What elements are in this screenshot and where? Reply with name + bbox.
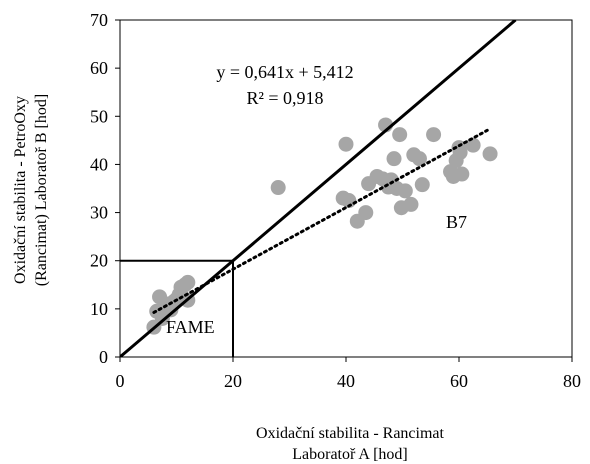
identity-line	[120, 20, 517, 357]
x-axis-ticks: 0 20 40 60 80	[116, 357, 581, 391]
y-tick-label: 50	[90, 106, 108, 126]
data-point	[392, 127, 408, 143]
data-point	[397, 183, 413, 199]
x-tick-label: 60	[450, 371, 468, 391]
x-tick-label: 20	[224, 371, 242, 391]
y-tick-label: 60	[90, 58, 108, 78]
data-point	[465, 137, 481, 153]
y-tick-label: 20	[90, 251, 108, 271]
y-tick-label: 40	[90, 154, 108, 174]
svg-text:Laboratoř A [hod]: Laboratoř A [hod]	[292, 446, 408, 463]
data-point	[358, 205, 374, 221]
y-tick-label: 10	[90, 299, 108, 319]
data-point	[180, 274, 196, 290]
svg-text:Oxidační stabilita - Rancimat: Oxidační stabilita - Rancimat	[256, 425, 445, 442]
data-point	[341, 193, 357, 209]
x-tick-label: 80	[563, 371, 581, 391]
svg-text:Oxidační stabilita - PetroOxy: Oxidační stabilita - PetroOxy	[12, 96, 29, 284]
data-point	[426, 127, 442, 143]
data-points	[146, 117, 498, 335]
data-point	[454, 166, 470, 182]
y-tick-label: 0	[99, 347, 108, 367]
data-point	[386, 151, 402, 167]
data-point	[411, 151, 427, 167]
y-axis-title: Oxidační stabilita - PetroOxy (Rancimat)…	[12, 94, 50, 286]
x-tick-label: 40	[337, 371, 355, 391]
b7-label: B7	[446, 212, 467, 232]
y-tick-label: 30	[90, 203, 108, 223]
data-point	[270, 180, 286, 196]
data-point	[403, 196, 419, 212]
plot-area	[119, 19, 573, 358]
data-point	[414, 177, 430, 193]
data-point	[338, 136, 354, 152]
equation-annotation: y = 0,641x + 5,412	[216, 62, 353, 82]
x-tick-label: 0	[116, 371, 125, 391]
data-point	[482, 146, 498, 162]
r-squared-annotation: R² = 0,918	[246, 88, 323, 108]
trendline	[152, 128, 489, 314]
fame-label: FAME	[166, 317, 215, 337]
y-axis-ticks: 0 10 20 30 40 50 60 70	[90, 10, 120, 367]
x-axis-title: Oxidační stabilita - Rancimat Laboratoř …	[256, 425, 445, 463]
svg-text:(Rancimat) Laboratoř B [hod]: (Rancimat) Laboratoř B [hod]	[33, 94, 50, 286]
y-tick-label: 70	[90, 10, 108, 30]
